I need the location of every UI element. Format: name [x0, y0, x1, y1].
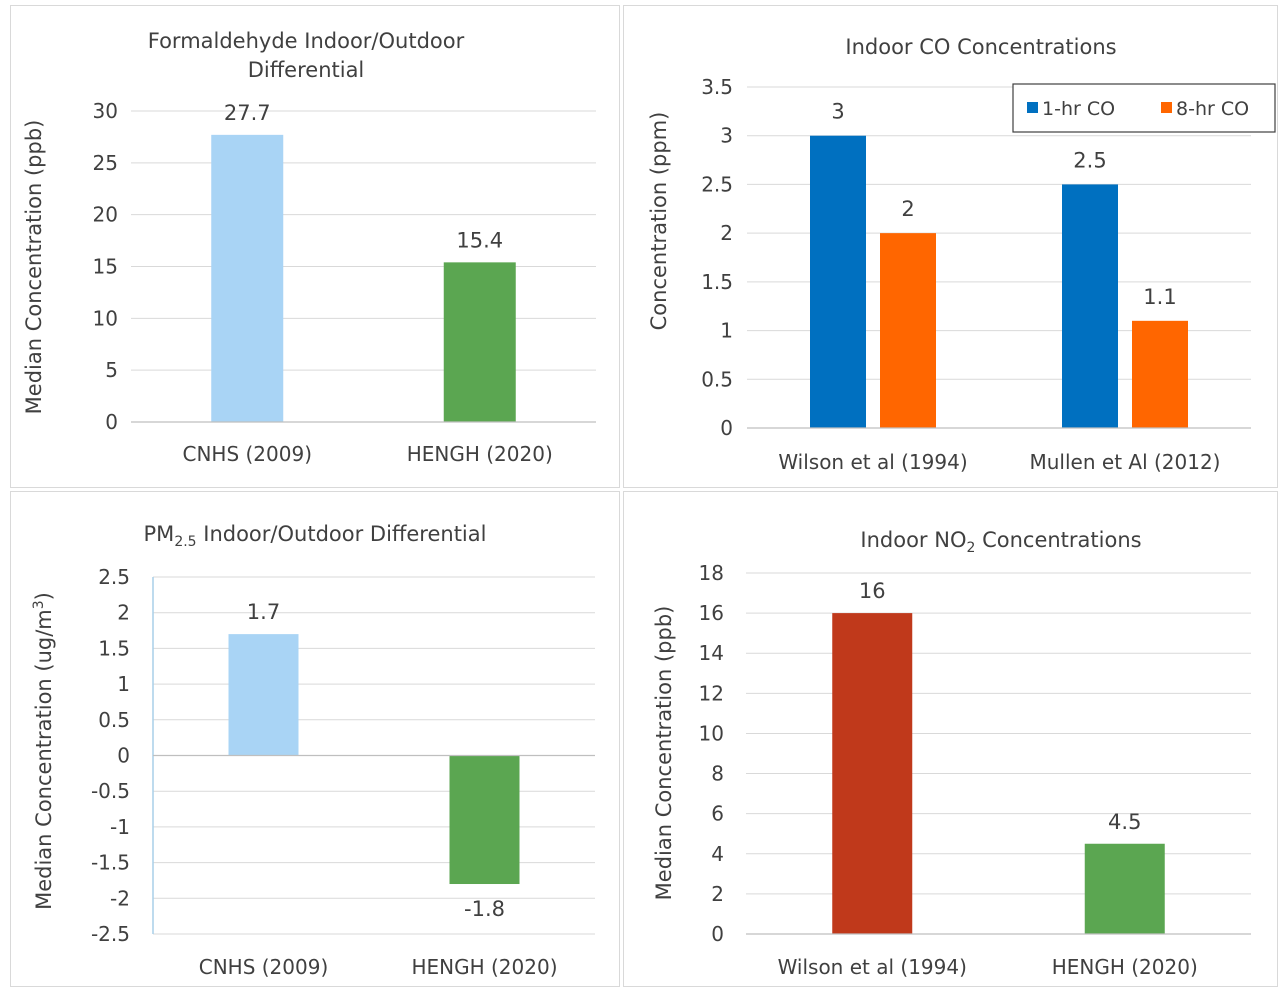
y-axis-title: Median Concentration (ug/m3)	[31, 592, 56, 910]
bar	[880, 233, 936, 428]
y-tick-label: 4	[711, 842, 724, 866]
bar	[832, 613, 913, 934]
x-tick-label: CNHS (2009)	[182, 442, 312, 466]
y-tick-label: 1	[720, 319, 733, 343]
bar	[228, 634, 299, 756]
x-tick-label: CNHS (2009)	[199, 955, 329, 979]
chart-legend: 1-hr CO 8-hr CO	[1012, 83, 1276, 133]
bar	[449, 755, 520, 885]
y-tick-label: 18	[699, 561, 724, 585]
x-tick-label: Mullen et Al (2012)	[1030, 450, 1221, 474]
x-tick-label: HENGH (2020)	[1052, 955, 1198, 979]
chart-title: Indoor CO Concentrations	[845, 35, 1116, 59]
y-tick-label: 0	[117, 744, 130, 768]
y-tick-label: 12	[699, 681, 724, 705]
co-chart-panel: 0 0.5 1 1.5 2 2.5 3 3.5 Wilson et al (1994) Mulle…	[623, 5, 1278, 488]
pm25-chart-panel: -2.5 -2 -1.5 -1 -0.5 0 0.5 1 1.5 2 2.5 CNHS (2009) H…	[10, 491, 620, 987]
y-tick-label: 2	[720, 221, 733, 245]
x-tick-label: Wilson et al (1994)	[778, 955, 967, 979]
co-chart: 0 0.5 1 1.5 2 2.5 3 3.5 Wilson et al (1994) Mulle…	[647, 35, 1276, 474]
bar	[1132, 320, 1188, 428]
no2-chart-panel: 0 2 4 6 8 10 12 14 16 18 Wilson et al (1994) HENGH …	[623, 491, 1278, 987]
chart-group: 0 5 10 15 20 25 30 CNHS (2009) HENGH (2020) 27.7 1…	[22, 29, 596, 466]
pm25-chart: -2.5 -2 -1.5 -1 -0.5 0 0.5 1 1.5 2 2.5 CNHS (2009) H…	[31, 522, 595, 979]
y-tick-label: 15	[93, 255, 118, 279]
bar	[211, 134, 284, 423]
y-tick-label: 1.5	[701, 270, 733, 294]
y-tick-label: 0	[720, 416, 733, 440]
y-tick-label: -2.5	[91, 922, 130, 946]
y-tick-label: 6	[711, 802, 724, 826]
y-tick-label: 0.5	[98, 708, 130, 732]
data-label: 27.7	[224, 101, 271, 125]
y-tick-label: 2.5	[701, 172, 733, 196]
y-tick-label: -1	[110, 815, 130, 839]
y-axis-title: Median Concentration (ppb)	[652, 606, 676, 901]
y-tick-label: 10	[699, 721, 724, 745]
y-tick-label: 10	[93, 306, 118, 330]
y-tick-label: 2	[711, 882, 724, 906]
data-label: 1.7	[247, 600, 280, 624]
data-label: 3	[831, 100, 844, 124]
legend-swatch	[1027, 102, 1038, 113]
y-tick-label: 5	[105, 358, 118, 382]
y-tick-label: 8	[711, 762, 724, 786]
legend-label: 1-hr CO	[1042, 98, 1115, 120]
legend-box	[1012, 83, 1276, 133]
y-tick-label: 2	[117, 601, 130, 625]
y-tick-label: 0	[711, 922, 724, 946]
chart-title: PM2.5 Indoor/Outdoor Differential	[144, 522, 487, 550]
chart-group: 0 0.5 1 1.5 2 2.5 3 3.5 Wilson et al (1994) Mulle…	[647, 35, 1276, 474]
data-label: 15.4	[456, 228, 503, 252]
y-tick-label: 14	[699, 641, 724, 665]
x-tick-label: HENGH (2020)	[407, 442, 553, 466]
chart-title: Formaldehyde Indoor/Outdoor	[148, 29, 465, 53]
formaldehyde-chart-panel: 0 5 10 15 20 25 30 CNHS (2009) HENGH (2020) 27.7 1…	[10, 5, 620, 488]
y-tick-label: 0.5	[701, 367, 733, 391]
chart-group: 0 2 4 6 8 10 12 14 16 18 Wilson et al (1994) HENGH …	[652, 528, 1251, 979]
y-axis-title: Median Concentration (ppb)	[22, 120, 46, 415]
y-tick-label: -0.5	[91, 779, 130, 803]
legend-swatch	[1161, 102, 1172, 113]
formaldehyde-chart: 0 5 10 15 20 25 30 CNHS (2009) HENGH (2020) 27.7 1…	[22, 29, 596, 466]
legend-label: 8-hr CO	[1176, 98, 1249, 120]
y-tick-label: 1	[117, 672, 130, 696]
y-tick-label: 2.5	[98, 565, 130, 589]
data-label: 2.5	[1073, 148, 1106, 172]
data-label: 1.1	[1143, 285, 1176, 309]
y-tick-label: 1.5	[98, 636, 130, 660]
chart-title: Differential	[248, 58, 365, 82]
bar	[1062, 184, 1118, 428]
data-label: -1.8	[464, 897, 505, 921]
y-axis-title: Concentration (ppm)	[647, 112, 671, 331]
y-tick-label: 30	[93, 99, 118, 123]
bar	[443, 262, 516, 422]
chart-group: -2.5 -2 -1.5 -1 -0.5 0 0.5 1 1.5 2 2.5 CNHS (2009) H…	[31, 522, 595, 979]
data-label: 4.5	[1108, 810, 1141, 834]
data-label: 2	[901, 197, 914, 221]
bar	[810, 135, 866, 428]
y-tick-label: 20	[93, 203, 118, 227]
y-tick-label: 25	[93, 151, 118, 175]
y-tick-label: 0	[105, 410, 118, 434]
y-tick-label: -2	[110, 886, 130, 910]
y-tick-label: -1.5	[91, 851, 130, 875]
y-tick-label: 16	[699, 601, 724, 625]
x-tick-label: HENGH (2020)	[411, 955, 557, 979]
no2-chart: 0 2 4 6 8 10 12 14 16 18 Wilson et al (1994) HENGH …	[652, 528, 1251, 979]
x-tick-label: Wilson et al (1994)	[778, 450, 967, 474]
y-tick-label: 3.5	[701, 75, 733, 99]
chart-title: Indoor NO2 Concentrations	[860, 528, 1141, 556]
bar	[1084, 843, 1165, 934]
data-label: 16	[859, 579, 886, 603]
y-tick-label: 3	[720, 124, 733, 148]
